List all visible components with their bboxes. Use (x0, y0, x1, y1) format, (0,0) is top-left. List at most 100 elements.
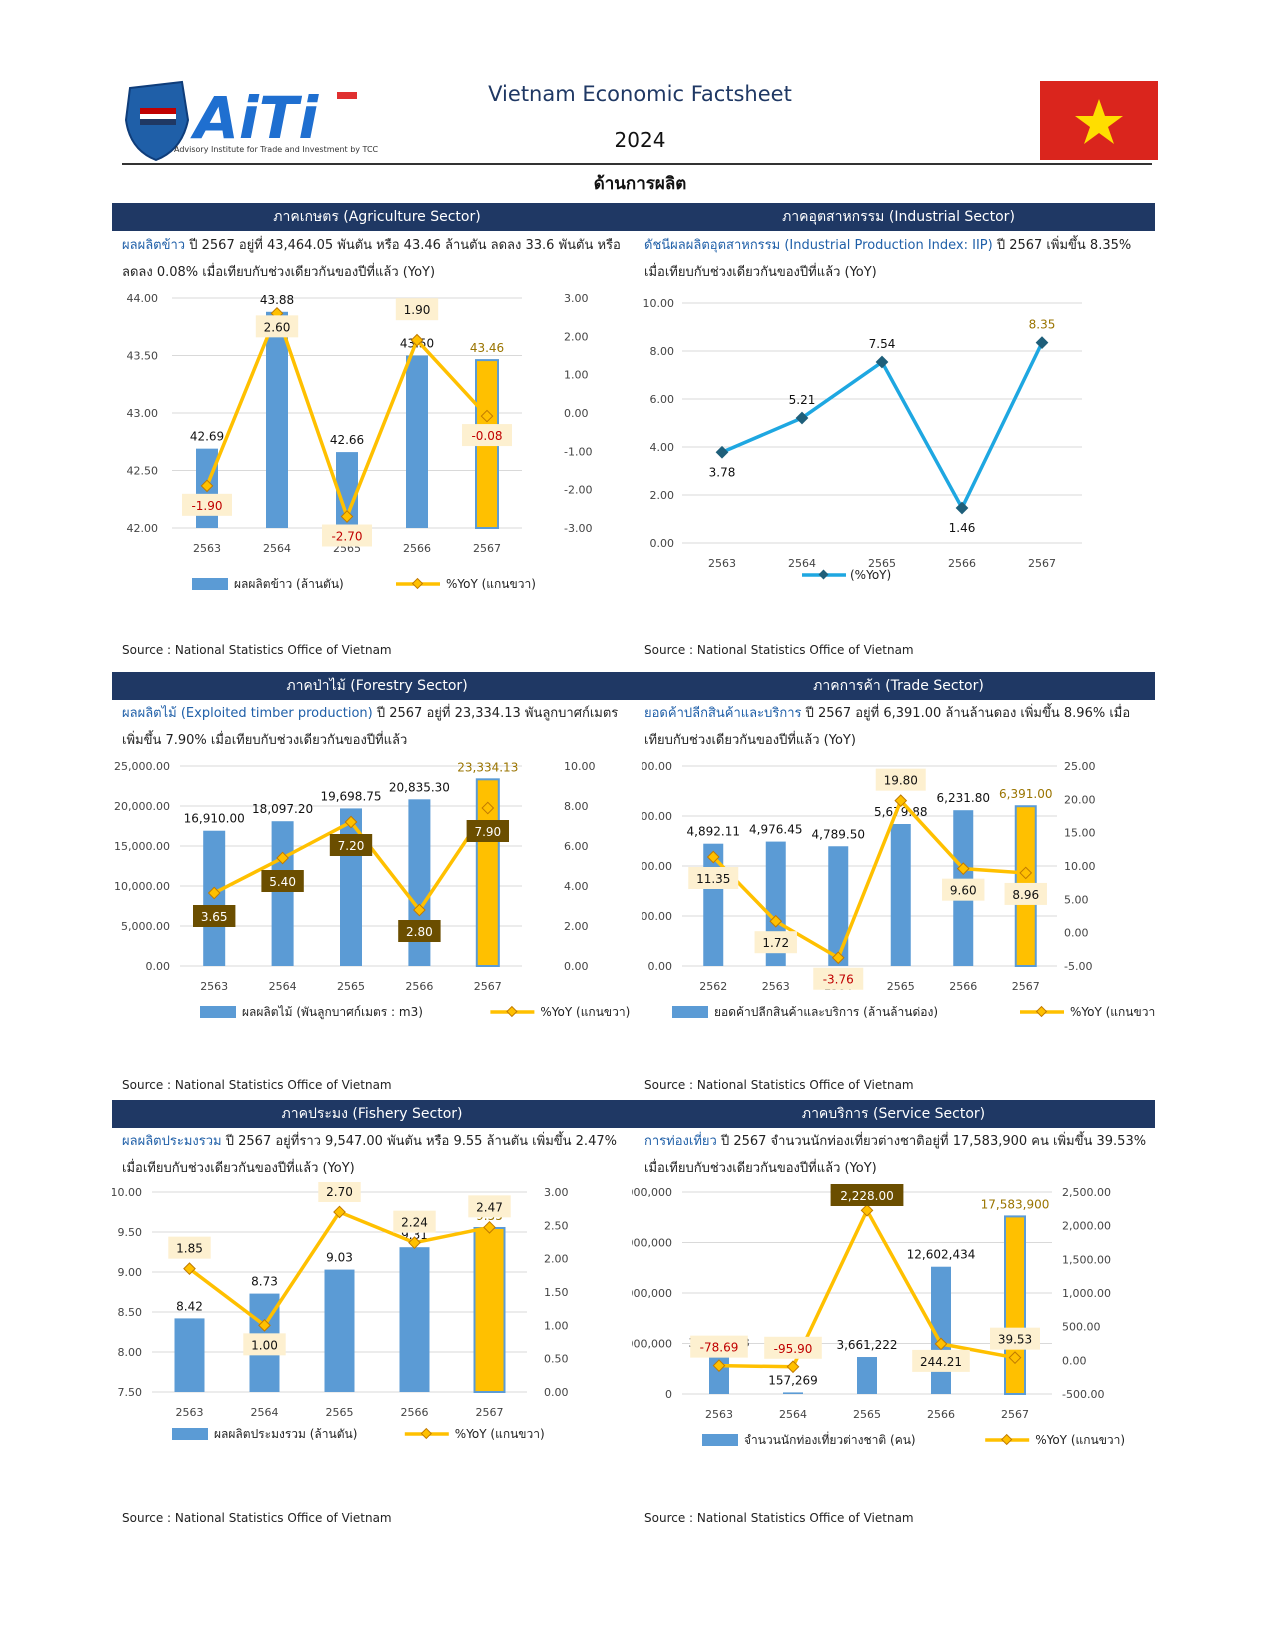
ind-yoy-point (875, 355, 889, 369)
serv-category-label: 2563 (705, 1408, 733, 1421)
aiti-logo: AiTi Advisory Institute for Trade and In… (122, 80, 412, 162)
trade-yoy-data-label: 9.60 (950, 884, 977, 898)
forest-yoy-point (207, 886, 221, 900)
serv-legend-bar-swatch (702, 1434, 738, 1446)
serv-yoy-label-box (830, 1184, 904, 1206)
trade-yoy-label-box (875, 768, 926, 791)
fish-yoy-label-box (393, 1210, 436, 1233)
serv-yoy-data-label: 39.53 (998, 1333, 1032, 1347)
serv-yoy-data-label: -95.90 (774, 1342, 813, 1356)
fishery-desc-rest: ปี 2567 อยู่ที่ราว 9,547.00 พันตัน หรือ … (122, 1134, 617, 1176)
agri-yoy-point (340, 510, 354, 523)
serv-right-tick-label: 2,500.00 (1062, 1186, 1111, 1199)
ind-yoy-point (1035, 336, 1049, 349)
trade-left-tick-label: 4,000.00 (642, 860, 672, 873)
fish-left-tick-label: 7.50 (118, 1386, 143, 1399)
fishery-desc-lead: ผลผลิตประมงรวม (122, 1134, 222, 1149)
trade-category-label: 2566 (949, 980, 977, 993)
serv-bar (783, 1392, 803, 1394)
forest-legend-line-label: %YoY (แกนขวา) (540, 1005, 630, 1019)
logo-i-dot (337, 92, 357, 99)
trade-yoy-point (894, 794, 908, 808)
forest-yoy-data-label: 7.20 (338, 839, 365, 853)
ind-left-tick-label: 4.00 (650, 441, 675, 454)
agriculture-source: Source : National Statistics Office of V… (122, 643, 392, 657)
panel-header-trade: ภาคการค้า (Trade Sector) (642, 672, 1155, 700)
serv-left-tick-label: 5,000,000 (632, 1338, 672, 1351)
trade-desc-lead: ยอดค้าปลีกสินค้าและบริการ (644, 706, 802, 721)
agri-right-tick-label: -2.00 (564, 484, 592, 497)
trade-yoy-point (1019, 866, 1033, 880)
fish-left-tick-label: 9.50 (118, 1226, 143, 1239)
serv-category-label: 2566 (927, 1408, 955, 1421)
trade-yoy-label-box (754, 931, 797, 954)
serv-left-tick-label: 10,000,000 (632, 1287, 672, 1300)
forest-yoy-data-label: 5.40 (269, 875, 296, 889)
panel-header-forestry: ภาคป่าไม้ (Forestry Sector) (112, 672, 642, 700)
fish-legend-bar-swatch (172, 1428, 208, 1440)
forest-bar-data-label: 18,097.20 (252, 802, 313, 816)
logo-stripe-white (140, 114, 176, 119)
trade-left-tick-label: 8,000.00 (642, 760, 672, 773)
ind-yoy-data-label: 5.21 (789, 393, 816, 407)
ind-left-tick-label: 2.00 (650, 489, 675, 502)
trade-legend-line-marker (1035, 1005, 1048, 1018)
forest-category-label: 2566 (405, 980, 433, 993)
trade-yoy-data-label: 8.96 (1012, 888, 1039, 902)
forest-legend-bar-label: ผลผลิตไม้ (พันลูกบาศก์เมตร : m3) (242, 1005, 423, 1020)
trade-category-label: 2563 (762, 980, 790, 993)
agri-yoy-point (410, 333, 424, 347)
forest-right-tick-label: 0.00 (564, 960, 589, 973)
fish-category-label: 2566 (401, 1406, 429, 1419)
trade-desc-rest: ปี 2567 อยู่ที่ 6,391.00 ล้านล้านดอง เพิ… (644, 706, 1131, 748)
fish-yoy-data-label: 1.85 (176, 1242, 203, 1256)
ind-category-label: 2564 (788, 557, 816, 570)
trade-bar (828, 846, 849, 966)
fishery-chart: 10.00 9.50 9.00 8.50 8.00 7.50 3.00 2.50 2.00 1.5… (112, 1182, 569, 1441)
flag-star-icon (1075, 99, 1123, 144)
forest-left-tick-label: 25,000.00 (114, 760, 170, 773)
forest-bar-data-label: 20,835.30 (389, 780, 450, 794)
trade-yoy-data-label: 11.35 (696, 872, 730, 886)
agri-right-tick-label: 3.00 (564, 292, 589, 305)
ind-yoy-data-label: 3.78 (709, 465, 736, 479)
agri-right-tick-label: 2.00 (564, 330, 589, 343)
aiti-logo-graphic: AiTi Advisory Institute for Trade and In… (124, 80, 379, 162)
fish-left-tick-label: 9.00 (118, 1266, 143, 1279)
trade-legend-bar-label: ยอดค้าปลีกสินค้าและบริการ (ล้านล้านด่อง) (714, 1005, 938, 1019)
serv-category-label: 2567 (1001, 1408, 1029, 1421)
serv-left-tick-label: 0 (665, 1388, 672, 1401)
ind-category-label: 2565 (868, 557, 896, 570)
agri-yoy-label-box (322, 524, 372, 547)
serv-yoy-point (934, 1337, 948, 1351)
forest-yoy-point (276, 851, 289, 865)
serv-yoy-point (786, 1360, 800, 1374)
serv-yoy-data-label: -78.69 (700, 1341, 739, 1355)
forest-left-tick-label: 15,000.00 (114, 840, 170, 853)
agri-yoy-data-label: -0.08 (471, 429, 502, 443)
serv-yoy-label-box (690, 1335, 748, 1358)
forest-yoy-label-box (466, 820, 509, 842)
ind-category-label: 2563 (708, 557, 736, 570)
trade-source: Source : National Statistics Office of V… (644, 1078, 914, 1092)
agri-bar-data-label: 42.69 (190, 430, 224, 444)
fish-bar (174, 1318, 205, 1392)
fish-bar-data-label: 8.73 (251, 1275, 278, 1289)
fish-bar-data-label: 8.42 (176, 1299, 203, 1313)
trade-bar-data-label: 6,391.00 (999, 787, 1052, 801)
trade-right-tick-label: 10.00 (1064, 860, 1096, 873)
agriculture-chart: 44.00 43.50 43.00 42.50 42.00 3.00 2.00 1.00 0.0… (127, 292, 593, 591)
fish-yoy-label-box (318, 1182, 361, 1202)
fishery-source: Source : National Statistics Office of V… (122, 1511, 392, 1525)
fish-legend-bar-label: ผลผลิตประมงรวม (ล้านตัน) (214, 1427, 357, 1441)
logo-wordmark: AiTi (190, 84, 319, 152)
trade-left-tick-label: 2,000.00 (642, 910, 672, 923)
forest-yoy-point (481, 801, 495, 815)
agri-bar-data-label: 43.88 (260, 293, 294, 307)
forest-right-tick-label: 4.00 (564, 880, 589, 893)
serv-left-tick-label: 15,000,000 (632, 1237, 672, 1250)
trade-yoy-data-label: -3.76 (823, 973, 854, 987)
forest-bar-data-label: 16,910.00 (184, 812, 245, 826)
serv-yoy-data-label: 244.21 (920, 1355, 962, 1369)
forest-yoy-label-box (261, 870, 304, 892)
